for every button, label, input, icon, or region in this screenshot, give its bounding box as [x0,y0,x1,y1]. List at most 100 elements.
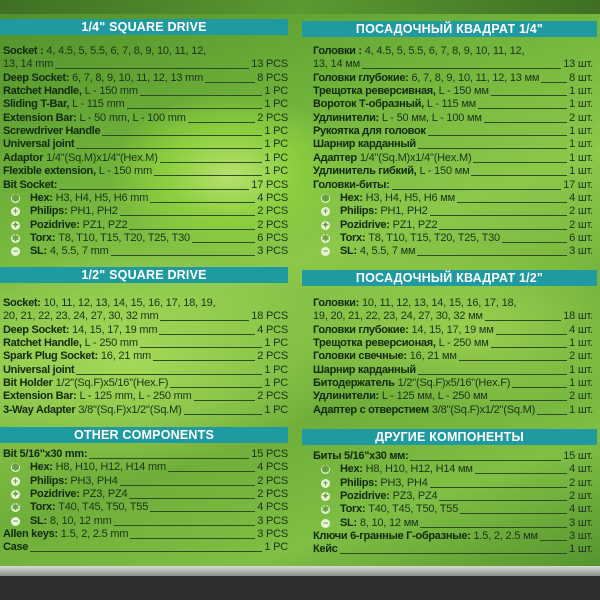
item-quantity: 2 PCS [257,488,288,501]
item-detail: 20, 21, 22, 23, 24, 27, 30, 32 mm [3,310,159,323]
item-name: Sliding T-Bar, [3,98,70,111]
philips-icon: + [321,206,330,217]
list-item: Шарнир карданный 1 шт. [313,364,593,377]
item-quantity: 2 шт. [569,490,593,503]
list-item: Вороток Т-образный, L - 115 мм 1 шт. [313,98,593,111]
item-detail: L - 125 мм, L - 250 мм [381,390,488,403]
item-detail: PZ1, PZ2 [392,218,438,231]
list-item: Hex: H8, H10, H12, H14 mm 4 PCS [30,461,288,474]
item-quantity: 1 шт. [569,151,593,164]
leader-line [361,68,562,70]
section-header: OTHER COMPONENTS [0,427,288,443]
list-item: Удлинители: L - 50 мм, L - 100 мм 2 шт. [313,112,593,125]
section-header: 1/4" SQUARE DRIVE [0,19,288,35]
item-name: Адаптер [313,151,357,164]
list-item: 13, 14 mm 13 PCS [3,58,288,71]
item-detail: 6, 7, 8, 9, 10, 11, 12, 13 мм [411,71,540,84]
item-name: Шарнир карданный [313,138,416,151]
item-detail: T8, T10, T15, T20, T25, T30 [368,231,500,244]
slotted-icon: − [321,517,330,528]
item-quantity: 1 PC [264,138,288,151]
item-name: Flexible extension, [3,165,96,178]
list-item: SL: 4, 5.5, 7 мм 3 шт. [340,245,593,258]
item-name: Extension Bar: [3,390,77,403]
list-item: SL: 4, 5.5, 7 mm 3 PCS [30,245,288,258]
item-quantity: 1 шт. [569,138,593,151]
item-name: Hex: [30,461,53,474]
item-name: Torx: [340,503,366,516]
list-item: Philips: PH3, PH4 2 PCS [30,475,288,488]
item-detail: L - 250 мм [438,337,489,350]
leader-line [55,68,250,70]
list-item: Case 1 PC [3,541,288,554]
item-quantity: 2 шт. [569,350,593,363]
item-name: Рукоятка для головок [313,125,426,138]
item-detail: PH3, PH4 [380,476,428,489]
leader-line [483,121,568,123]
item-detail: L - 50 mm, L - 100 mm [79,111,186,124]
item-name: Torx: [30,501,56,514]
item-quantity: 2 шт. [569,476,593,489]
list-item: Pozidrive: PZ1, PZ2 2 шт. [340,219,593,232]
leader-line [429,486,568,488]
item-name: SL: [30,514,47,527]
item-detail: 3/8"(Sq.F)x1/2"(Sq.M) [78,403,182,416]
item-detail: 4, 5.5, 7 мм [359,245,416,258]
leader-line [160,320,250,322]
list-item: Adaptor 1/4"(Sq.M)x1/4"(Hex.M) 1 PC [3,152,288,165]
item-detail: T40, T45, T50, T55 [58,501,149,514]
leader-line [159,333,256,335]
item-name: Pozidrive: [30,488,80,501]
leader-line [129,498,256,500]
item-quantity: 1 шт. [569,377,593,390]
list-item: Torx: T40, T45, T50, T55 4 шт. [340,503,593,516]
item-quantity: 3 PCS [257,514,288,527]
item-quantity: 2 PCS [257,390,288,403]
list-item: Hex: H3, H4, H5, H6 mm 4 PCS [30,192,288,205]
list-item: 13, 14 мм 13 шт. [313,58,593,71]
item-name: Удлинитель гибкий, [313,165,417,178]
list-item: Шарнир карданный 1 шт. [313,138,593,151]
leader-line [478,108,568,110]
leader-line [474,473,568,475]
list-item: Pozidrive: PZ3, PZ4 2 шт. [340,490,593,503]
list-item: 3-Way Adapter 3/8"(Sq.F)x1/2"(Sq.M) 1 PC [3,404,288,417]
leader-line [495,333,568,335]
item-quantity: 2 PCS [257,111,288,124]
leader-line [490,95,568,97]
list-item: Socket: 10, 11, 12, 13, 14, 15, 16, 17, 1… [3,297,288,310]
item-name: Головки глубокие: [313,71,409,84]
item-quantity: 1 шт. [569,403,593,416]
item-detail: PH1, PH2 [70,205,118,218]
item-detail: L - 115 мм [426,98,477,111]
item-detail: PH1, PH2 [380,205,428,218]
item-name: Philips: [340,205,378,218]
item-name: Pozidrive: [340,218,390,231]
leader-line [139,95,263,97]
item-name: Universal joint [3,363,75,376]
top-band [0,0,600,14]
item-detail: L - 115 mm [72,98,125,111]
item-quantity: 4 PCS [257,461,288,474]
list-item: Ключи 6-гранные Г-образные: 1.5, 2, 2.5 м… [313,530,593,543]
item-quantity: 1 PC [264,151,288,164]
item-name: Ratchet Handle, [3,337,82,350]
item-detail: T40, T45, T50, T55 [368,503,459,516]
item-name: Universal joint [3,138,75,151]
list-item: Deep Socket: 14, 15, 17, 19 mm 4 PCS [3,324,288,337]
item-name: Удлинители: [313,390,379,403]
item-name: SL: [340,245,357,258]
item-name: Адаптер с отверстием [313,403,429,416]
list-item: Universal joint 1 PC [3,364,288,377]
item-detail: 6, 7, 8, 9, 10, 11, 12, 13 mm [72,71,204,84]
item-quantity: 1 PC [264,125,288,138]
item-detail: 1.5, 2, 2.5 mm [60,528,129,541]
pozidrive-icon: ✦ [11,219,20,230]
leader-line [183,413,263,415]
item-quantity: 15 PCS [251,448,288,460]
list-item: Биты 5/16"x30 мм: 15 шт. [313,450,593,463]
list-item: Трещотка реверсионая, L - 250 мм 1 шт. [313,337,593,350]
item-detail: H3, H4, H5, H6 mm [55,191,149,204]
item-quantity: 3 PCS [257,245,288,258]
leader-line [391,188,562,190]
